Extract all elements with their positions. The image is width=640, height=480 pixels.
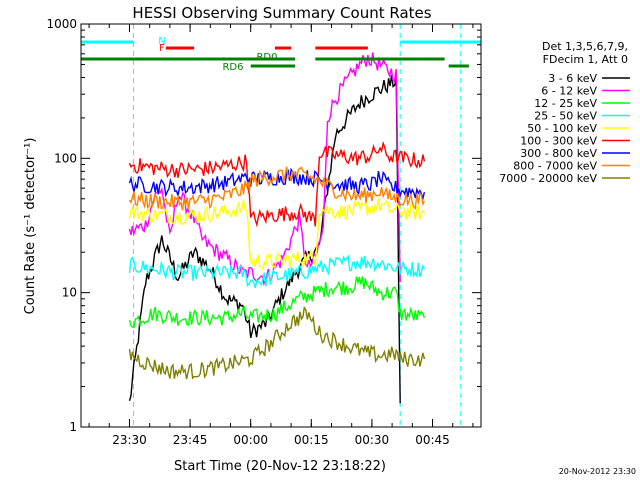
legend-label: 25 - 50 keV (534, 110, 597, 123)
legend-label: 300 - 800 keV (520, 147, 597, 160)
legend-label: 100 - 300 keV (520, 135, 597, 148)
series-line-6 (128, 140, 426, 228)
x-tick-label: 23:45 (173, 433, 208, 447)
x-tick-label: 23:30 (112, 433, 147, 447)
y-tick-label: 10 (62, 286, 77, 300)
y-tick-label: 1000 (46, 17, 77, 31)
axis-ticks: 23:30 23:45 00:00 00:15 00:30 00:45 1 10 100 1000 (46, 17, 481, 447)
legend-label: 3 - 6 keV (548, 72, 597, 85)
y-tick-label: 1 (69, 420, 77, 434)
x-tick-label: 00:45 (415, 433, 450, 447)
x-tick-label: 00:30 (355, 433, 390, 447)
plot-area: NF RD0 RD6 (81, 24, 481, 427)
y-axis-label: Count Rate (s⁻¹ detector⁻¹) (23, 138, 38, 315)
timestamp: 20-Nov-2012 23:30 (559, 467, 636, 476)
flag-label-rd6: RD6 (222, 62, 243, 73)
legend-label: 800 - 7000 keV (513, 160, 597, 173)
series-line-8 (128, 166, 426, 211)
series-line-1 (128, 75, 401, 404)
series-line-4 (128, 254, 426, 288)
legend: Det 1,3,5,6,7,9, FDecim 1, Att 0 3 - 6 k… (499, 40, 630, 185)
legend-label: 50 - 100 keV (527, 122, 597, 135)
legend-label: 7000 - 20000 keV (499, 172, 597, 185)
series-line-9 (128, 305, 426, 380)
plot-frame (80, 23, 482, 428)
x-axis-label: Start Time (20-Nov-12 23:18:22) (174, 459, 386, 474)
legend-header-line-1: Det 1,3,5,6,7,9, (542, 40, 628, 53)
chart-title: HESSI Observing Summary Count Rates (132, 4, 431, 22)
series-line-5 (128, 198, 426, 271)
series-line-3 (128, 276, 426, 329)
x-tick-label: 00:00 (233, 433, 268, 447)
flag-label-f: F (159, 43, 165, 54)
flag-label-rd0: RD0 (256, 52, 277, 63)
legend-label: 6 - 12 keV (541, 85, 597, 98)
legend-header-line-2: FDecim 1, Att 0 (543, 53, 628, 66)
flag-label-n: N (158, 36, 165, 47)
y-tick-label: 100 (54, 151, 77, 165)
legend-label: 12 - 25 keV (534, 97, 597, 110)
x-tick-label: 00:15 (294, 433, 329, 447)
